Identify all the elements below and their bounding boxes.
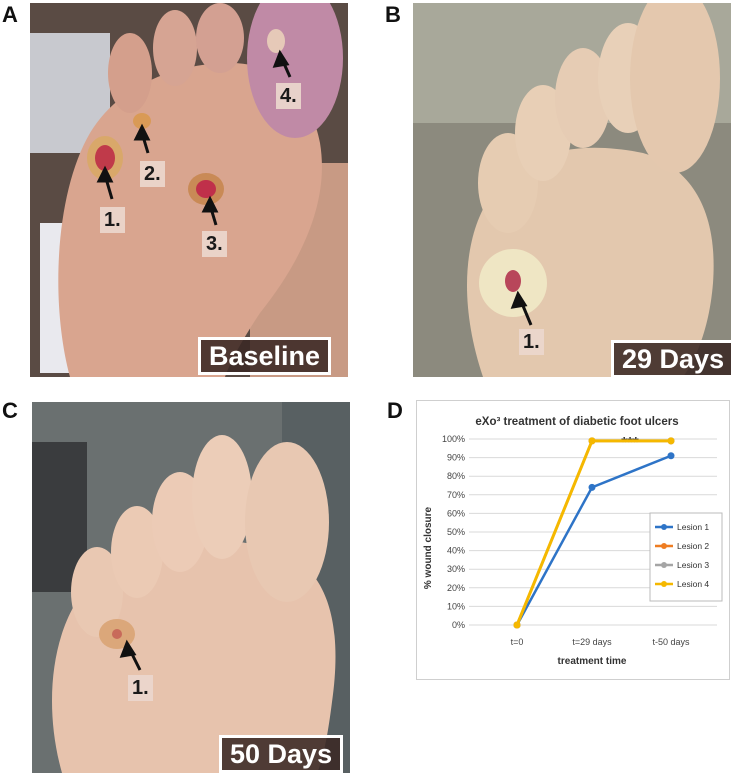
panel-b-caption: 29 Days — [611, 340, 731, 377]
series-line-4 — [515, 439, 671, 626]
y-tick-label: 60% — [447, 508, 465, 518]
y-tick-label: 80% — [447, 471, 465, 481]
y-tick-label: 70% — [447, 490, 465, 500]
y-tick-label: 50% — [447, 527, 465, 537]
panel-a-photo: 1. 2. 3. 4. Baseline — [30, 3, 348, 377]
legend-marker — [661, 581, 667, 587]
legend-label: Lesion 3 — [677, 560, 709, 570]
x-tick-label: t-50 days — [652, 637, 690, 647]
y-tick-label: 30% — [447, 564, 465, 574]
legend-label: Lesion 2 — [677, 541, 709, 551]
y-tick-label: 100% — [442, 434, 465, 444]
x-tick-label: t=0 — [511, 637, 524, 647]
wound-closure-chart: eXo³ treatment of diabetic foot ulcers 0… — [423, 416, 723, 667]
panel-c-photo: 1. 50 Days — [32, 402, 350, 773]
lesion-label-1: 1. — [519, 329, 544, 355]
panel-b-letter: B — [385, 2, 401, 27]
foot-photo-29-days — [413, 3, 731, 377]
data-point — [513, 621, 521, 629]
panel-b-photo: 1. 29 Days — [413, 3, 731, 377]
data-point — [667, 452, 675, 460]
series-line-1 — [515, 454, 672, 626]
y-tick-label: 10% — [447, 601, 465, 611]
panel-c-letter: C — [2, 398, 18, 423]
y-axis-label: % wound closure — [423, 506, 434, 589]
lesion-label-4: 4. — [276, 83, 301, 109]
legend-label: Lesion 1 — [677, 522, 709, 532]
lesion-label-1: 1. — [128, 675, 153, 701]
data-point — [588, 483, 596, 491]
y-tick-label: 20% — [447, 583, 465, 593]
lesion-label-3: 3. — [202, 231, 227, 257]
panel-c-caption: 50 Days — [219, 735, 344, 773]
legend-marker — [661, 543, 667, 549]
foot-photo-baseline — [30, 3, 348, 377]
lesion-label-1: 1. — [100, 207, 125, 233]
data-point — [667, 437, 675, 445]
chart-annotation: *** — [621, 434, 639, 451]
y-tick-label: 90% — [447, 453, 465, 463]
panel-d-letter: D — [387, 398, 403, 423]
chart-title: eXo³ treatment of diabetic foot ulcers — [475, 416, 678, 428]
x-axis-label: treatment time — [558, 656, 627, 667]
y-tick-label: 0% — [452, 620, 465, 630]
foot-photo-50-days — [32, 402, 350, 773]
legend-label: Lesion 4 — [677, 579, 709, 589]
lesion-label-2: 2. — [140, 161, 165, 187]
series-line-2 — [515, 439, 671, 626]
series-line-3 — [515, 439, 671, 626]
chart-container: eXo³ treatment of diabetic foot ulcers 0… — [416, 400, 730, 680]
data-point — [588, 437, 596, 445]
legend-marker — [661, 524, 667, 530]
y-tick-label: 40% — [447, 546, 465, 556]
x-tick-label: t=29 days — [572, 637, 612, 647]
panel-a-letter: A — [2, 2, 18, 27]
legend-marker — [661, 562, 667, 568]
panel-a-caption: Baseline — [198, 337, 332, 375]
